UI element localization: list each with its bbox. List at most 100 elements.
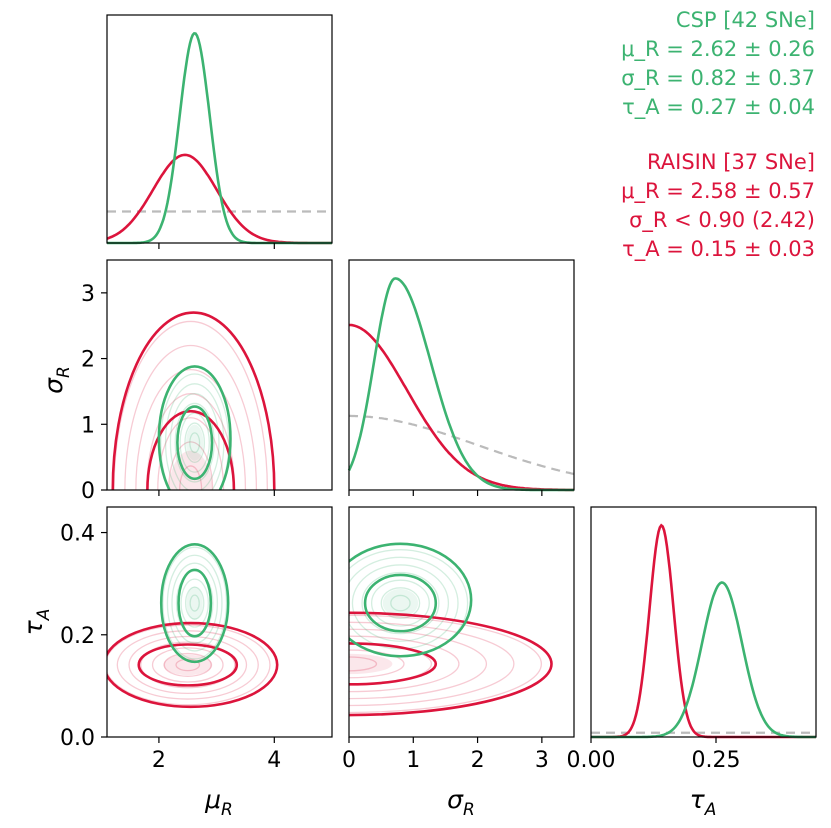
- xlabel-sigma-r: σR: [447, 785, 475, 820]
- raisin-mu_r-tau_a-shade-2: [163, 652, 212, 677]
- csp-sigma_r-tau_a-shade-1: [390, 594, 411, 612]
- raisin-mu_r-tau_a-shade-6: [116, 630, 259, 700]
- legend-csp-sigma-r: σ_R = 0.82 ± 0.37: [621, 66, 815, 90]
- xtick-label-mu_r-0: 2: [152, 748, 166, 773]
- panel-mu_r-sigma_r: [106, 259, 333, 491]
- xlabel-tau-a: τA: [690, 785, 717, 820]
- legend-raisin-title: RAISIN [37 SNe]: [647, 150, 815, 174]
- legend-raisin: RAISIN [37 SNe] μ_R = 2.58 ± 0.57 σ_R < …: [621, 148, 815, 264]
- csp-mu_r-sigma_r-shade-5: [169, 392, 220, 490]
- raisin-mu_r-tau_a-shade-7: [107, 624, 271, 706]
- xlabel-mu-r: μR: [204, 785, 233, 820]
- csp-marginal-tau_a: [591, 581, 816, 739]
- csp-mu_r-sigma_r-core: [186, 424, 204, 461]
- xtick-label-sigma_r-3: 3: [535, 748, 549, 773]
- csp-sigma_r-tau_a-shade-5: [351, 564, 450, 642]
- csp-marginal-sigma_r: [347, 277, 574, 492]
- raisin-mu_r-tau_a-shade-3: [151, 647, 224, 683]
- csp-mu_r-tau_a-core: [186, 586, 203, 620]
- csp-contour-mu_r-tau_a-95%: [159, 543, 230, 664]
- prior-line-sigma_r: [349, 414, 575, 476]
- csp-mu_r-tau_a-shade-3: [180, 578, 209, 628]
- csp-mu_r-sigma_r-shade-1: [189, 432, 201, 454]
- xtick-label-sigma_r-2: 2: [471, 748, 485, 773]
- csp-mu_r-sigma_r-shade-3: [179, 412, 210, 473]
- xtick-label-sigma_r-0: 0: [342, 748, 356, 773]
- csp-mu_r-sigma_r-shade-4: [174, 402, 215, 483]
- raisin-mu_r-tau_a-shade-5: [128, 635, 248, 695]
- ytick-label-tau_a-1: 0.2: [60, 624, 95, 649]
- ytick-label-sigma_r-0: 0: [81, 479, 95, 504]
- panel-frame-mu_r-sigma_r: [106, 259, 333, 491]
- panel-frame-mu_r-tau_a: [106, 506, 333, 738]
- diag-panel-mu_r: [106, 14, 333, 245]
- csp-sigma_r-tau_a-shade-3: [370, 579, 430, 627]
- csp-mu_r-sigma_r-shade-7: [160, 373, 230, 490]
- raisin-mu_r-sigma_r-shade-1: [179, 465, 203, 490]
- raisin-mu_r-sigma_r-shade-7: [113, 320, 269, 490]
- raisin-sigma_r-tau_a-shade-2: [349, 649, 405, 679]
- xtick-label-sigma_r-1: 1: [406, 748, 420, 773]
- csp-mu_r-sigma_r-shade-2: [184, 422, 206, 463]
- raisin-mu_r-sigma_r-shade-5: [135, 368, 247, 490]
- csp-contour-sigma_r-tau_a-95%: [349, 542, 473, 658]
- raisin-mu_r-tau_a-shade-4: [140, 641, 236, 689]
- legend-csp-mu-r: μ_R = 2.62 ± 0.26: [621, 37, 815, 61]
- ylabel-tau-a: τA: [19, 609, 54, 636]
- csp-contour-sigma_r-tau_a-68%: [363, 573, 438, 633]
- legend-raisin-tau-a: τ_A = 0.15 ± 0.03: [622, 237, 815, 261]
- csp-mu_r-tau_a-shade-4: [175, 570, 214, 636]
- csp-contour-mu_r-tau_a-68%: [177, 568, 213, 638]
- ytick-label-sigma_r-2: 2: [81, 348, 95, 373]
- raisin-contour-sigma_r-tau_a-95%: [349, 611, 553, 717]
- csp-contour-mu_r-sigma_r-68%: [176, 405, 214, 481]
- diag-frame-mu_r: [106, 14, 333, 244]
- diag-panel-sigma_r: [347, 259, 575, 492]
- raisin-sigma_r-tau_a-shade-5: [349, 628, 488, 700]
- raisin-sigma_r-tau_a-shade-4: [349, 635, 460, 693]
- csp-contour-mu_r-sigma_r-95%: [157, 365, 232, 490]
- csp-sigma_r-tau_a-shade-6: [349, 556, 459, 650]
- raisin-mu_r-sigma_r-shade-6: [124, 344, 258, 490]
- raisin-mu_r-sigma_r-shade-3: [157, 417, 225, 490]
- raisin-sigma_r-tau_a-core: [349, 653, 393, 675]
- raisin-sigma_r-tau_a-shade-7: [349, 614, 542, 714]
- csp-mu_r-tau_a-shade-2: [184, 586, 205, 620]
- ytick-label-sigma_r-1: 1: [81, 413, 95, 438]
- raisin-contour-mu_r-tau_a-95%: [107, 621, 279, 709]
- csp-sigma_r-tau_a-shade-2: [380, 587, 421, 619]
- legend-csp-title: CSP [42 SNe]: [675, 8, 815, 32]
- raisin-mu_r-sigma_r-shade-2: [168, 441, 214, 490]
- csp-mu_r-tau_a-shade-6: [166, 554, 223, 652]
- legend-csp: CSP [42 SNe] μ_R = 2.62 ± 0.26 σ_R = 0.8…: [621, 6, 815, 122]
- diag-frame-sigma_r: [348, 259, 575, 491]
- legend-raisin-sigma-r: σ_R < 0.90 (2.42): [629, 208, 815, 232]
- panel-sigma_r-tau_a: [348, 506, 575, 738]
- csp-mu_r-tau_a-shade-1: [189, 594, 200, 612]
- ylabel-sigma-r: σR: [39, 366, 74, 394]
- raisin-marginal-mu_r: [106, 153, 332, 245]
- legend-raisin-mu-r: μ_R = 2.58 ± 0.57: [621, 179, 815, 203]
- raisin-sigma_r-tau_a-shade-1: [349, 656, 378, 672]
- csp-sigma_r-tau_a-shade-4: [361, 571, 440, 635]
- raisin-mu_r-sigma_r-shade-4: [146, 393, 236, 490]
- csp-mu_r-tau_a-shade-5: [171, 562, 219, 644]
- diag-frame-tau_a: [590, 506, 817, 738]
- panel-frame-sigma_r-tau_a: [348, 506, 575, 738]
- legend-csp-tau-a: τ_A = 0.27 ± 0.04: [622, 95, 815, 119]
- panel-mu_r-tau_a: [106, 506, 333, 738]
- csp-mu_r-tau_a-shade-7: [162, 546, 228, 660]
- raisin-sigma_r-tau_a-shade-6: [349, 621, 515, 707]
- raisin-contour-mu_r-tau_a-68%: [137, 643, 239, 687]
- diag-panel-tau_a: [590, 506, 817, 739]
- raisin-mu_r-tau_a-shade-1: [175, 658, 201, 672]
- xtick-label-tau-diag-0: 0.00: [567, 748, 616, 773]
- raisin-mu_r-tau_a-core: [163, 654, 213, 676]
- ytick-label-sigma_r-3: 3: [81, 282, 95, 307]
- xtick-label-mu_r-1: 4: [267, 748, 281, 773]
- csp-mu_r-sigma_r-shade-6: [164, 383, 225, 490]
- csp-sigma_r-tau_a-core: [382, 589, 419, 618]
- xtick-label-tau-diag-1: 0.25: [692, 748, 741, 773]
- ytick-label-tau_a-0: 0.0: [60, 726, 95, 751]
